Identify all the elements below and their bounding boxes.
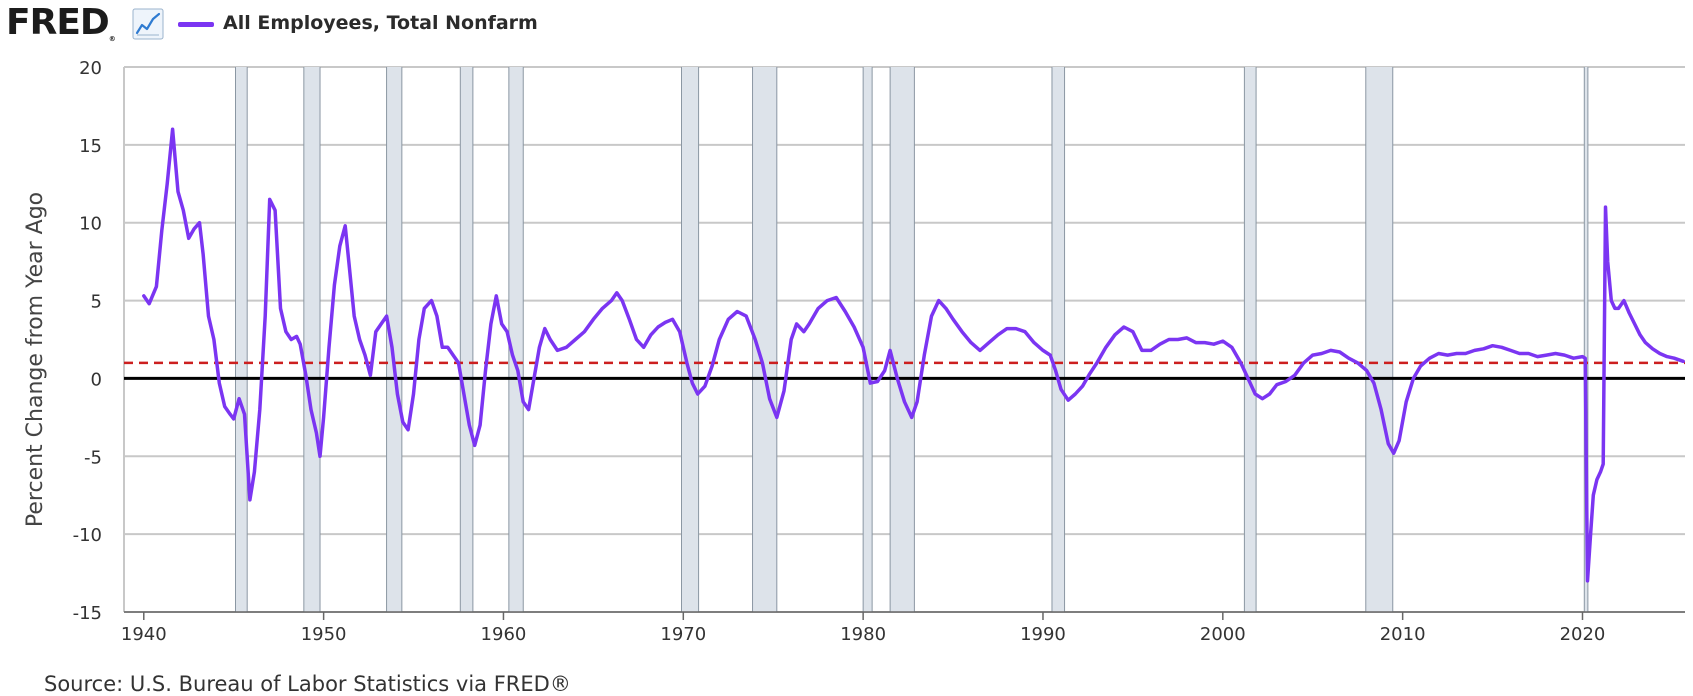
recession-bands [235,67,1589,612]
recession-band [386,67,402,612]
recession-band [460,67,473,612]
recession-band [890,67,915,612]
fred-logo-text: FRED [6,2,110,43]
x-tick-label: 1960 [481,624,527,645]
y-tick-label: -15 [73,603,102,624]
series-lines [142,127,1685,583]
x-tick-label: 2020 [1560,624,1606,645]
y-tick-label: 0 [91,369,102,390]
y-tick-label: -5 [84,447,102,468]
registered-mark: ® [108,35,116,43]
reference-lines [124,361,1685,380]
line-graph-icon[interactable] [132,8,164,40]
y-tick-label: 5 [91,292,102,313]
x-tick-label: 1970 [660,624,706,645]
x-tick-label: 1950 [301,624,347,645]
x-tick-label: 1940 [121,624,167,645]
series-line [142,127,1685,583]
source-note: Source: U.S. Bureau of Labor Statistics … [44,672,571,696]
recession-band [1051,67,1065,612]
y-tick-label: 20 [79,58,102,79]
chart-header: FRED® All Employees, Total Nonfarm [0,0,1693,48]
y-tick-label: -10 [73,525,102,546]
legend-series-label: All Employees, Total Nonfarm [223,12,538,34]
recession-band [235,67,248,612]
recession-band [1244,67,1257,612]
x-tick-label: 2000 [1200,624,1246,645]
x-tick-label: 1990 [1020,624,1066,645]
y-tick-label: 15 [79,136,102,157]
recession-band [303,67,321,612]
recession-band [1584,67,1588,612]
recession-band [681,67,699,612]
x-axis-ticks: 1940 1950 1960 1970 1980 1990 2000 2010 2020 [121,611,1685,645]
recession-band [508,67,524,612]
legend-swatch [178,22,214,27]
y-axis-label: Percent Change from Year Ago [23,192,48,527]
recession-band [863,67,873,612]
y-tick-label: 10 [79,214,102,235]
fred-logo[interactable]: FRED® [6,2,116,43]
x-tick-label: 2010 [1380,624,1426,645]
recession-band [1365,67,1393,612]
y-axis-ticks: -15 -10 -5 0 5 10 15 20 [73,58,102,624]
x-tick-label: 1980 [840,624,886,645]
